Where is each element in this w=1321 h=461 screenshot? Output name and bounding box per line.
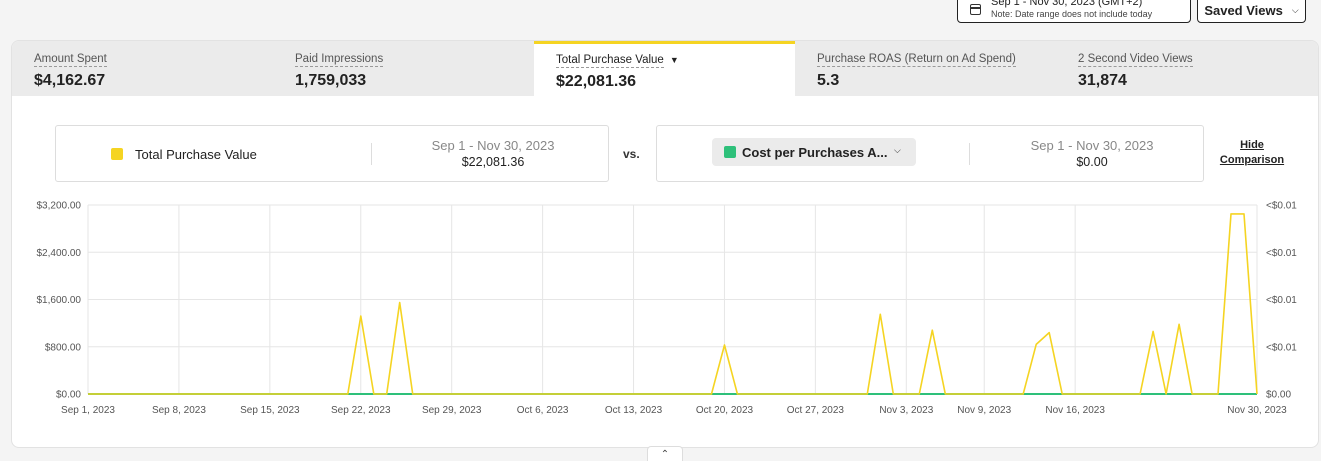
y-left-tick-label: $1,600.00 bbox=[37, 295, 82, 306]
x-tick-label: Nov 9, 2023 bbox=[957, 405, 1011, 416]
tab-label: Purchase ROAS (Return on Ad Spend) bbox=[817, 53, 1016, 67]
x-tick-label: Oct 13, 2023 bbox=[605, 405, 663, 416]
y-left-tick-label: $800.00 bbox=[45, 342, 82, 353]
metric-tabs: Amount Spent $4,162.67 Paid Impressions … bbox=[12, 41, 1318, 96]
date-range-text: Sep 1 - Nov 30, 2023 (GMT+2) bbox=[991, 0, 1143, 8]
x-tick-label: Oct 6, 2023 bbox=[517, 405, 569, 416]
tab-total-purchase-value[interactable]: Total Purchase Value ▼ $22,081.36 bbox=[534, 41, 795, 96]
series-line bbox=[88, 213, 1258, 395]
x-tick-label: Sep 1, 2023 bbox=[61, 405, 115, 416]
tab-value: $4,162.67 bbox=[34, 72, 106, 89]
tab-label: Paid Impressions bbox=[295, 53, 384, 67]
green-swatch-icon bbox=[724, 146, 736, 158]
y-right-tick-label: <$0.01 bbox=[1266, 342, 1297, 353]
tab-label: Total Purchase Value bbox=[556, 54, 664, 68]
x-tick-label: Oct 20, 2023 bbox=[696, 405, 754, 416]
yellow-swatch-icon bbox=[111, 148, 123, 160]
tab-amount-spent[interactable]: Amount Spent $4,162.67 bbox=[12, 41, 273, 96]
secondary-metric-name: Cost per Purchases A... bbox=[742, 145, 888, 160]
divider bbox=[371, 143, 372, 165]
tab-label: Amount Spent bbox=[34, 53, 107, 67]
tab-purchase-roas[interactable]: Purchase ROAS (Return on Ad Spend) 5.3 bbox=[796, 41, 1057, 96]
x-tick-label: Sep 15, 2023 bbox=[240, 405, 300, 416]
tab-2-second-video-views[interactable]: 2 Second Video Views 31,874 bbox=[1057, 41, 1318, 96]
primary-range-dates: Sep 1 - Nov 30, 2023 bbox=[431, 138, 555, 153]
y-right-tick-label: $0.00 bbox=[1266, 390, 1291, 401]
y-right-tick-label: <$0.01 bbox=[1266, 248, 1297, 259]
y-left-tick-label: $3,200.00 bbox=[37, 201, 82, 212]
line-chart: $0.00 $0.00 $800.00 <$0.01 $1,600.00 <$0.01 $2… bbox=[37, 201, 1298, 417]
calendar-icon bbox=[970, 4, 981, 15]
secondary-range: Sep 1 - Nov 30, 2023 $0.00 bbox=[1012, 138, 1172, 170]
x-tick-label: Sep 29, 2023 bbox=[422, 405, 482, 416]
vs-label: vs. bbox=[623, 147, 640, 161]
chevron-down-icon: ⌵ bbox=[1291, 4, 1299, 15]
date-range-note: Note: Date range does not include today bbox=[991, 9, 1153, 19]
secondary-range-value: $0.00 bbox=[1076, 155, 1108, 169]
secondary-metric-select[interactable]: Cost per Purchases A... ⌵ bbox=[712, 138, 916, 166]
tab-value: $22,081.36 bbox=[556, 73, 637, 90]
y-right-tick-label: <$0.01 bbox=[1266, 295, 1297, 306]
saved-views-button[interactable]: Saved Views ⌵ bbox=[1197, 0, 1306, 23]
divider bbox=[969, 143, 970, 165]
x-tick-label: Sep 22, 2023 bbox=[331, 405, 391, 416]
secondary-range-dates: Sep 1 - Nov 30, 2023 bbox=[1030, 138, 1154, 153]
secondary-metric-legend: Cost per Purchases A... ⌵ Sep 1 - Nov 30… bbox=[656, 125, 1204, 182]
metrics-card: Amount Spent $4,162.67 Paid Impressions … bbox=[11, 40, 1319, 448]
hide-comparison-link[interactable]: Hide Comparison bbox=[1219, 139, 1285, 166]
saved-views-label: Saved Views bbox=[1204, 2, 1283, 18]
tab-value: 5.3 bbox=[817, 72, 840, 89]
primary-metric-legend: Total Purchase Value Sep 1 - Nov 30, 202… bbox=[55, 125, 609, 182]
tab-paid-impressions[interactable]: Paid Impressions 1,759,033 bbox=[273, 41, 534, 96]
y-right-tick-label: <$0.01 bbox=[1266, 201, 1297, 212]
x-tick-label: Sep 8, 2023 bbox=[152, 405, 206, 416]
caret-down-icon: ▼ bbox=[669, 55, 679, 65]
y-left-tick-label: $2,400.00 bbox=[37, 248, 82, 259]
primary-range: Sep 1 - Nov 30, 2023 $22,081.36 bbox=[413, 138, 573, 170]
x-tick-label: Nov 16, 2023 bbox=[1045, 405, 1105, 416]
tab-value: 31,874 bbox=[1078, 72, 1127, 89]
x-tick-label: Oct 27, 2023 bbox=[787, 405, 845, 416]
primary-metric-name: Total Purchase Value bbox=[135, 147, 257, 162]
primary-range-value: $22,081.36 bbox=[461, 155, 525, 169]
x-tick-label: Nov 30, 2023 bbox=[1227, 405, 1287, 416]
collapse-button[interactable]: ⌃ bbox=[647, 446, 683, 461]
tab-label: 2 Second Video Views bbox=[1078, 53, 1193, 67]
chevron-up-icon: ⌃ bbox=[660, 449, 670, 460]
x-tick-label: Nov 3, 2023 bbox=[879, 405, 933, 416]
tab-value: 1,759,033 bbox=[295, 72, 367, 89]
chevron-down-icon: ⌵ bbox=[894, 145, 901, 155]
date-range-picker[interactable]: Sep 1 - Nov 30, 2023 (GMT+2) Note: Date … bbox=[957, 0, 1191, 23]
y-left-tick-label: $0.00 bbox=[56, 390, 81, 401]
